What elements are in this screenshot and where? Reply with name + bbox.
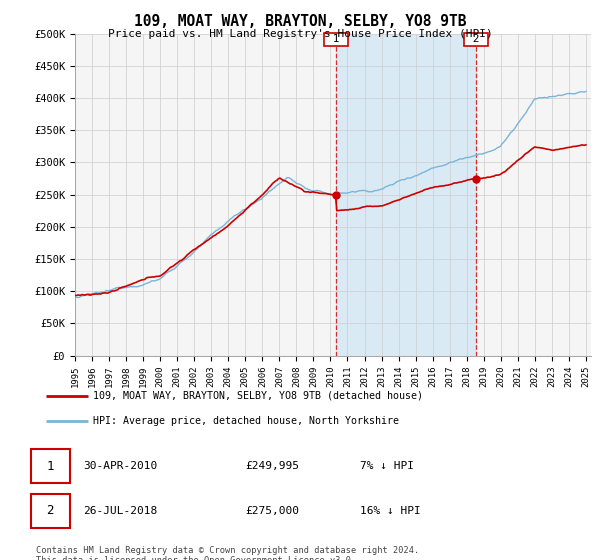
Text: Contains HM Land Registry data © Crown copyright and database right 2024.
This d: Contains HM Land Registry data © Crown c… xyxy=(36,546,419,560)
Text: 16% ↓ HPI: 16% ↓ HPI xyxy=(359,506,421,516)
Text: 109, MOAT WAY, BRAYTON, SELBY, YO8 9TB (detached house): 109, MOAT WAY, BRAYTON, SELBY, YO8 9TB (… xyxy=(94,391,424,401)
Text: 26-JUL-2018: 26-JUL-2018 xyxy=(83,506,157,516)
Text: 2: 2 xyxy=(47,505,54,517)
Text: £249,995: £249,995 xyxy=(245,461,299,471)
Text: 2: 2 xyxy=(466,34,487,44)
Text: Price paid vs. HM Land Registry's House Price Index (HPI): Price paid vs. HM Land Registry's House … xyxy=(107,29,493,39)
Text: 1: 1 xyxy=(47,460,54,473)
FancyBboxPatch shape xyxy=(31,449,70,483)
FancyBboxPatch shape xyxy=(31,494,70,528)
Bar xyxy=(336,34,476,356)
Text: 1: 1 xyxy=(326,34,346,44)
Text: HPI: Average price, detached house, North Yorkshire: HPI: Average price, detached house, Nort… xyxy=(94,416,400,426)
Text: £275,000: £275,000 xyxy=(245,506,299,516)
Text: 109, MOAT WAY, BRAYTON, SELBY, YO8 9TB: 109, MOAT WAY, BRAYTON, SELBY, YO8 9TB xyxy=(134,14,466,29)
Text: 30-APR-2010: 30-APR-2010 xyxy=(83,461,157,471)
Text: 7% ↓ HPI: 7% ↓ HPI xyxy=(359,461,413,471)
